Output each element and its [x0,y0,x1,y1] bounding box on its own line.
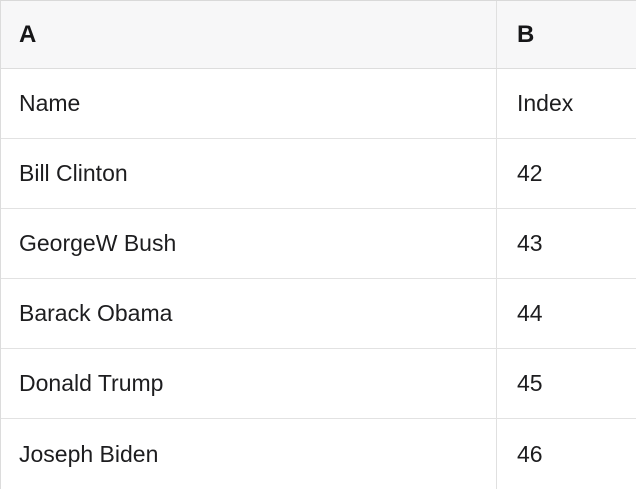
cell-a3[interactable]: GeorgeW Bush [1,209,497,278]
cell-a1[interactable]: Name [1,69,497,138]
table-row: Barack Obama 44 [1,279,636,349]
cell-text: Donald Trump [19,370,164,396]
cell-a5[interactable]: Donald Trump [1,349,497,418]
table-row: GeorgeW Bush 43 [1,209,636,279]
cell-b1[interactable]: Index [497,69,636,138]
cell-a6[interactable]: Joseph Biden [1,419,497,489]
cell-b5[interactable]: 45 [497,349,636,418]
table-row: Donald Trump 45 [1,349,636,419]
cell-b3[interactable]: 43 [497,209,636,278]
cell-text: Bill Clinton [19,160,128,186]
cell-b6[interactable]: 46 [497,419,636,489]
cell-text: Index [517,90,574,116]
column-header-a-label: A [19,20,37,48]
cell-a4[interactable]: Barack Obama [1,279,497,348]
column-header-b[interactable]: B [497,1,636,68]
table-row: Bill Clinton 42 [1,139,636,209]
cell-b4[interactable]: 44 [497,279,636,348]
cell-b2[interactable]: 42 [497,139,636,208]
cell-text: Joseph Biden [19,440,159,467]
column-header-a[interactable]: A [1,1,497,68]
table-row: Joseph Biden 46 [1,419,636,489]
column-header-b-label: B [517,20,535,48]
cell-text: Barack Obama [19,300,173,326]
table-row: Name Index [1,69,636,139]
cell-text: 42 [517,160,543,186]
cell-text: Name [19,90,81,116]
cell-text: GeorgeW Bush [19,230,177,256]
header-row: A B [1,1,636,69]
cell-text: 44 [517,300,543,326]
cell-text: 43 [517,230,543,256]
cell-text: 46 [517,440,543,467]
cell-text: 45 [517,370,543,396]
cell-a2[interactable]: Bill Clinton [1,139,497,208]
